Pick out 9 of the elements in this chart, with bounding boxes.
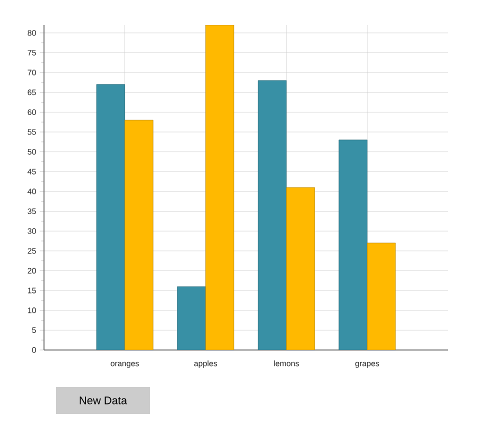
- text: New Data: [80, 396, 128, 404]
- bar: [367, 242, 396, 350]
- bar: [124, 120, 154, 350]
- bar: [258, 80, 287, 350]
- bar: [177, 286, 206, 350]
- bar: [338, 140, 368, 350]
- bar: [205, 24, 234, 350]
- bar: [96, 84, 126, 350]
- bar: [286, 187, 315, 350]
